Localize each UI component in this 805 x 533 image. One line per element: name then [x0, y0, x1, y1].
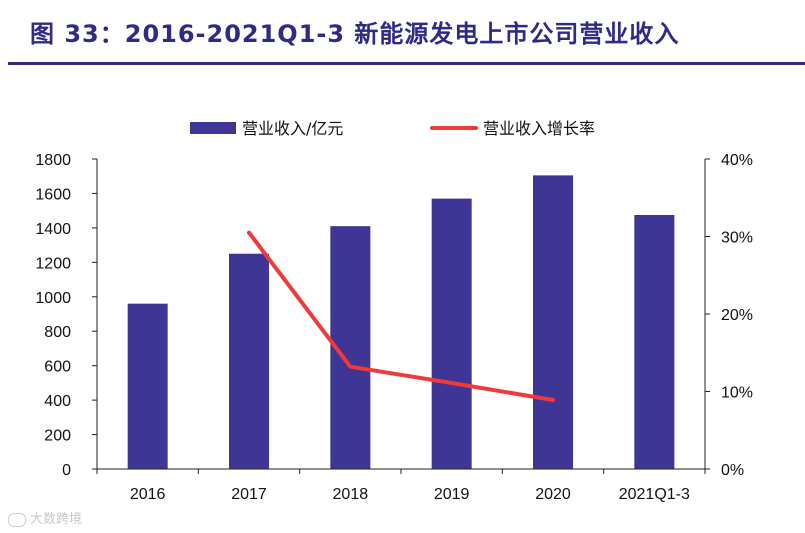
bar-series — [127, 175, 675, 469]
left-tick-label: 1400 — [35, 221, 71, 238]
growth-rate-point — [349, 366, 351, 368]
growth-rate-point — [248, 232, 250, 234]
x-tick-label: 2019 — [434, 486, 470, 503]
x-tick-label: 2021Q1-3 — [619, 486, 690, 503]
left-tick-label: 1600 — [35, 186, 71, 203]
x-tick-label: 2016 — [130, 486, 166, 503]
left-y-axis: 0 200 400 600 800 1000 1200 1400 1600 1800 — [35, 152, 98, 479]
legend-bar-swatch — [190, 122, 236, 134]
right-tick-label: 20% — [721, 307, 753, 324]
left-tick-label: 1000 — [35, 290, 71, 307]
right-tick-label: 10% — [721, 385, 753, 402]
left-tick-label: 800 — [44, 324, 71, 341]
x-tick-label: 2018 — [333, 486, 369, 503]
right-tick-label: 0% — [721, 462, 744, 479]
bar — [229, 253, 269, 469]
title-underline — [8, 62, 805, 65]
bar — [431, 198, 472, 469]
bar — [533, 175, 573, 469]
growth-rate-point — [451, 382, 453, 384]
watermark-logo-icon — [8, 512, 26, 527]
line-series — [247, 230, 555, 403]
left-tick-label: 200 — [44, 428, 71, 445]
chart-title: 图 33：2016-2021Q1-3 新能源发电上市公司营业收入 — [30, 20, 680, 48]
watermark-text: 大数跨境 — [30, 512, 83, 527]
left-tick-label: 600 — [44, 359, 71, 376]
bar — [634, 214, 675, 469]
growth-rate-line — [247, 230, 555, 403]
right-y-axis: 0% 10% 20% 30% 40% — [704, 152, 753, 479]
left-tick-label: 1200 — [35, 255, 71, 272]
watermark: 大数跨境 — [8, 508, 82, 527]
legend: 营业收入/亿元 营业收入增长率 — [190, 119, 595, 138]
left-tick-label: 400 — [44, 393, 71, 410]
right-tick-label: 30% — [721, 230, 753, 247]
x-tick-label: 2020 — [535, 486, 571, 503]
growth-rate-point — [552, 399, 554, 401]
x-axis: 2016 2017 2018 2019 2020 2021Q1-3 — [96, 468, 706, 503]
left-tick-label: 1800 — [35, 152, 71, 169]
bar — [127, 303, 168, 469]
x-tick-label: 2017 — [231, 486, 267, 503]
left-tick-label: 0 — [62, 462, 71, 479]
right-tick-label: 40% — [721, 152, 753, 169]
legend-line-label: 营业收入增长率 — [483, 119, 595, 138]
legend-bar-label: 营业收入/亿元 — [242, 119, 343, 138]
